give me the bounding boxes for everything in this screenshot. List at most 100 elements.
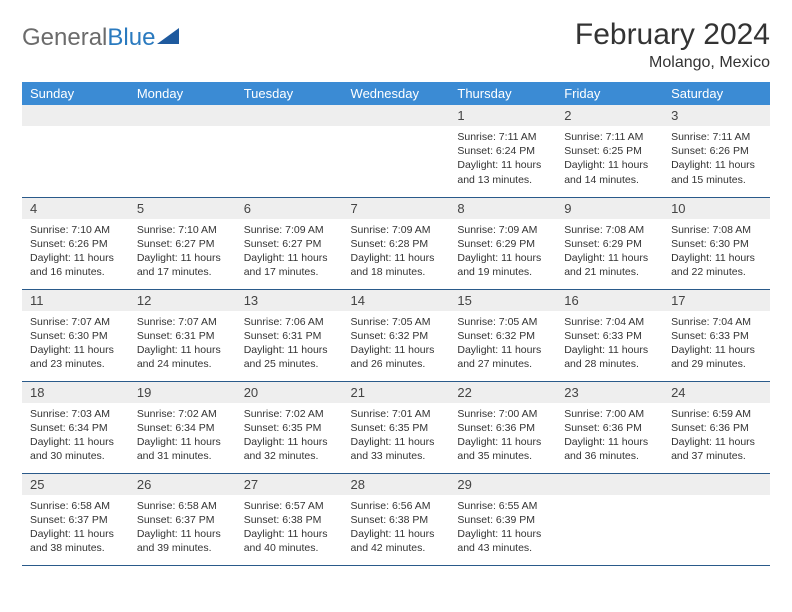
day-data: Sunrise: 7:04 AMSunset: 6:33 PMDaylight:… <box>663 311 770 376</box>
day-number: 21 <box>343 382 450 403</box>
day-cell: 15Sunrise: 7:05 AMSunset: 6:32 PMDayligh… <box>449 289 556 381</box>
day-number: 9 <box>556 198 663 219</box>
day-number: 8 <box>449 198 556 219</box>
dayname-monday: Monday <box>129 82 236 105</box>
day-number: 26 <box>129 474 236 495</box>
day-data: Sunrise: 7:11 AMSunset: 6:24 PMDaylight:… <box>449 126 556 191</box>
empty-daynum <box>343 105 450 126</box>
day-cell: 13Sunrise: 7:06 AMSunset: 6:31 PMDayligh… <box>236 289 343 381</box>
day-cell: 19Sunrise: 7:02 AMSunset: 6:34 PMDayligh… <box>129 381 236 473</box>
day-cell: 16Sunrise: 7:04 AMSunset: 6:33 PMDayligh… <box>556 289 663 381</box>
calendar-table: SundayMondayTuesdayWednesdayThursdayFrid… <box>22 82 770 566</box>
day-cell: 14Sunrise: 7:05 AMSunset: 6:32 PMDayligh… <box>343 289 450 381</box>
empty-cell <box>343 105 450 197</box>
day-number: 15 <box>449 290 556 311</box>
week-row: 11Sunrise: 7:07 AMSunset: 6:30 PMDayligh… <box>22 289 770 381</box>
logo-text-general: General <box>22 24 107 52</box>
day-cell: 22Sunrise: 7:00 AMSunset: 6:36 PMDayligh… <box>449 381 556 473</box>
day-cell: 29Sunrise: 6:55 AMSunset: 6:39 PMDayligh… <box>449 473 556 565</box>
day-data: Sunrise: 7:08 AMSunset: 6:30 PMDaylight:… <box>663 219 770 284</box>
day-cell: 9Sunrise: 7:08 AMSunset: 6:29 PMDaylight… <box>556 197 663 289</box>
day-number: 19 <box>129 382 236 403</box>
day-data: Sunrise: 7:07 AMSunset: 6:30 PMDaylight:… <box>22 311 129 376</box>
day-number: 1 <box>449 105 556 126</box>
day-number: 24 <box>663 382 770 403</box>
empty-daynum <box>129 105 236 126</box>
empty-cell <box>129 105 236 197</box>
day-number: 7 <box>343 198 450 219</box>
day-number: 13 <box>236 290 343 311</box>
day-cell: 1Sunrise: 7:11 AMSunset: 6:24 PMDaylight… <box>449 105 556 197</box>
day-data: Sunrise: 6:58 AMSunset: 6:37 PMDaylight:… <box>129 495 236 560</box>
dayname-tuesday: Tuesday <box>236 82 343 105</box>
day-data: Sunrise: 7:00 AMSunset: 6:36 PMDaylight:… <box>556 403 663 468</box>
empty-daynum <box>663 474 770 495</box>
day-cell: 23Sunrise: 7:00 AMSunset: 6:36 PMDayligh… <box>556 381 663 473</box>
week-row: 25Sunrise: 6:58 AMSunset: 6:37 PMDayligh… <box>22 473 770 565</box>
day-cell: 6Sunrise: 7:09 AMSunset: 6:27 PMDaylight… <box>236 197 343 289</box>
day-cell: 8Sunrise: 7:09 AMSunset: 6:29 PMDaylight… <box>449 197 556 289</box>
week-row: 4Sunrise: 7:10 AMSunset: 6:26 PMDaylight… <box>22 197 770 289</box>
day-number: 6 <box>236 198 343 219</box>
dayname-saturday: Saturday <box>663 82 770 105</box>
day-data: Sunrise: 7:06 AMSunset: 6:31 PMDaylight:… <box>236 311 343 376</box>
day-number: 3 <box>663 105 770 126</box>
day-number: 27 <box>236 474 343 495</box>
day-cell: 2Sunrise: 7:11 AMSunset: 6:25 PMDaylight… <box>556 105 663 197</box>
empty-cell <box>663 473 770 565</box>
logo-triangle-icon <box>157 28 179 44</box>
day-data: Sunrise: 7:09 AMSunset: 6:28 PMDaylight:… <box>343 219 450 284</box>
day-number: 28 <box>343 474 450 495</box>
day-number: 10 <box>663 198 770 219</box>
day-number: 25 <box>22 474 129 495</box>
empty-cell <box>236 105 343 197</box>
week-row: 1Sunrise: 7:11 AMSunset: 6:24 PMDaylight… <box>22 105 770 197</box>
day-number: 5 <box>129 198 236 219</box>
day-data: Sunrise: 7:04 AMSunset: 6:33 PMDaylight:… <box>556 311 663 376</box>
day-number: 20 <box>236 382 343 403</box>
empty-daynum <box>22 105 129 126</box>
header: General Blue February 2024 Molango, Mexi… <box>22 18 770 72</box>
dayname-friday: Friday <box>556 82 663 105</box>
day-number: 2 <box>556 105 663 126</box>
day-cell: 12Sunrise: 7:07 AMSunset: 6:31 PMDayligh… <box>129 289 236 381</box>
empty-daynum <box>556 474 663 495</box>
day-data: Sunrise: 7:03 AMSunset: 6:34 PMDaylight:… <box>22 403 129 468</box>
day-data: Sunrise: 7:08 AMSunset: 6:29 PMDaylight:… <box>556 219 663 284</box>
day-cell: 21Sunrise: 7:01 AMSunset: 6:35 PMDayligh… <box>343 381 450 473</box>
day-number: 17 <box>663 290 770 311</box>
day-data: Sunrise: 7:07 AMSunset: 6:31 PMDaylight:… <box>129 311 236 376</box>
week-row: 18Sunrise: 7:03 AMSunset: 6:34 PMDayligh… <box>22 381 770 473</box>
day-data: Sunrise: 6:57 AMSunset: 6:38 PMDaylight:… <box>236 495 343 560</box>
dayname-wednesday: Wednesday <box>343 82 450 105</box>
day-cell: 5Sunrise: 7:10 AMSunset: 6:27 PMDaylight… <box>129 197 236 289</box>
day-data: Sunrise: 7:11 AMSunset: 6:25 PMDaylight:… <box>556 126 663 191</box>
dayname-row: SundayMondayTuesdayWednesdayThursdayFrid… <box>22 82 770 105</box>
day-cell: 28Sunrise: 6:56 AMSunset: 6:38 PMDayligh… <box>343 473 450 565</box>
day-cell: 17Sunrise: 7:04 AMSunset: 6:33 PMDayligh… <box>663 289 770 381</box>
day-cell: 10Sunrise: 7:08 AMSunset: 6:30 PMDayligh… <box>663 197 770 289</box>
day-cell: 3Sunrise: 7:11 AMSunset: 6:26 PMDaylight… <box>663 105 770 197</box>
day-data: Sunrise: 7:09 AMSunset: 6:29 PMDaylight:… <box>449 219 556 284</box>
empty-daynum <box>236 105 343 126</box>
day-data: Sunrise: 7:01 AMSunset: 6:35 PMDaylight:… <box>343 403 450 468</box>
day-cell: 7Sunrise: 7:09 AMSunset: 6:28 PMDaylight… <box>343 197 450 289</box>
month-title: February 2024 <box>575 18 770 52</box>
day-cell: 4Sunrise: 7:10 AMSunset: 6:26 PMDaylight… <box>22 197 129 289</box>
day-data: Sunrise: 7:10 AMSunset: 6:27 PMDaylight:… <box>129 219 236 284</box>
day-data: Sunrise: 7:05 AMSunset: 6:32 PMDaylight:… <box>343 311 450 376</box>
day-data: Sunrise: 6:55 AMSunset: 6:39 PMDaylight:… <box>449 495 556 560</box>
title-block: February 2024 Molango, Mexico <box>575 18 770 72</box>
day-data: Sunrise: 6:59 AMSunset: 6:36 PMDaylight:… <box>663 403 770 468</box>
empty-cell <box>22 105 129 197</box>
day-data: Sunrise: 7:11 AMSunset: 6:26 PMDaylight:… <box>663 126 770 191</box>
day-number: 29 <box>449 474 556 495</box>
day-data: Sunrise: 7:05 AMSunset: 6:32 PMDaylight:… <box>449 311 556 376</box>
day-cell: 24Sunrise: 6:59 AMSunset: 6:36 PMDayligh… <box>663 381 770 473</box>
day-data: Sunrise: 7:00 AMSunset: 6:36 PMDaylight:… <box>449 403 556 468</box>
day-data: Sunrise: 7:10 AMSunset: 6:26 PMDaylight:… <box>22 219 129 284</box>
logo-text-blue: Blue <box>107 24 155 52</box>
day-number: 23 <box>556 382 663 403</box>
calendar-body: 1Sunrise: 7:11 AMSunset: 6:24 PMDaylight… <box>22 105 770 565</box>
day-number: 18 <box>22 382 129 403</box>
